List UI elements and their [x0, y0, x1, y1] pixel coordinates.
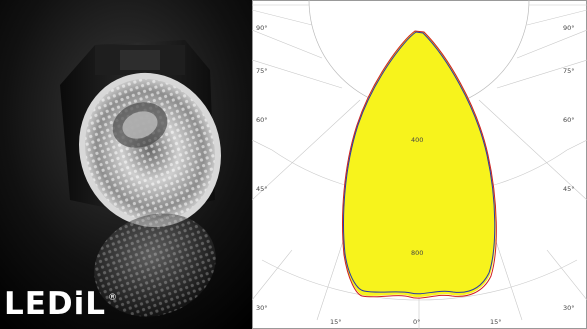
curve-red: [342, 30, 497, 299]
brand-logo: LEDiL: [4, 286, 107, 322]
angle-label-left-15: 15°: [330, 318, 342, 326]
registered-mark: ®: [108, 293, 117, 303]
angle-label-center-0: 0°: [413, 318, 420, 326]
angle-label-left-30: 30°: [256, 304, 268, 312]
product-photo: LEDiL ®: [0, 0, 252, 329]
lens-icon: [0, 0, 252, 329]
radial-label-400: 400: [411, 136, 423, 144]
curve-blue: [343, 31, 496, 295]
angle-label-right-30: 30°: [563, 304, 575, 312]
beam-fill: [342, 31, 496, 298]
angle-label-left-45: 45°: [256, 185, 268, 193]
angle-label-left-75: 75°: [256, 67, 268, 75]
angle-label-left-90: 90°: [256, 24, 268, 32]
radial-label-800: 800: [411, 249, 423, 257]
angle-label-left-60: 60°: [256, 116, 268, 124]
angle-label-right-45: 45°: [563, 185, 575, 193]
angle-label-right-75: 75°: [563, 67, 575, 75]
angle-label-right-60: 60°: [563, 116, 575, 124]
polar-diagram: 90° 75° 60° 45° 30° 15° 90° 75° 60° 45° …: [252, 0, 587, 329]
angle-label-right-90: 90°: [563, 24, 575, 32]
angle-label-right-15: 15°: [490, 318, 502, 326]
polar-diagram-canvas: 90° 75° 60° 45° 30° 15° 90° 75° 60° 45° …: [252, 0, 587, 329]
